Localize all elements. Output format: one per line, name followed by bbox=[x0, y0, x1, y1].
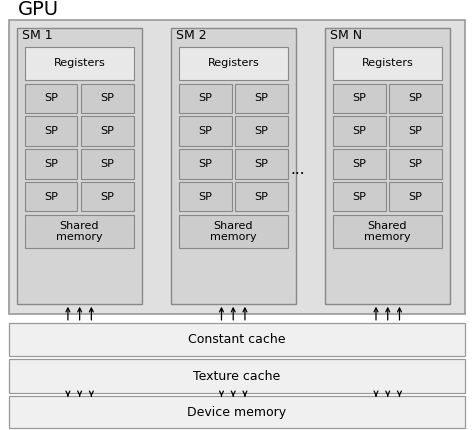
Bar bbox=[25, 149, 78, 178]
Text: SP: SP bbox=[255, 159, 268, 169]
Bar bbox=[179, 182, 231, 211]
Bar bbox=[179, 116, 231, 146]
Text: Device memory: Device memory bbox=[187, 405, 287, 419]
Bar bbox=[171, 28, 296, 304]
Bar bbox=[333, 83, 386, 113]
Text: Registers: Registers bbox=[54, 58, 105, 68]
Text: Registers: Registers bbox=[362, 58, 413, 68]
Bar bbox=[9, 323, 465, 356]
Text: SP: SP bbox=[255, 126, 268, 136]
Bar bbox=[333, 149, 386, 178]
Text: SP: SP bbox=[409, 192, 422, 202]
Bar bbox=[25, 83, 78, 113]
Bar bbox=[82, 149, 134, 178]
Bar bbox=[82, 182, 134, 211]
Text: SP: SP bbox=[45, 126, 58, 136]
Bar bbox=[325, 28, 450, 304]
Text: SP: SP bbox=[255, 192, 268, 202]
Text: SP: SP bbox=[409, 93, 422, 103]
Bar bbox=[25, 116, 78, 146]
Text: SP: SP bbox=[353, 126, 366, 136]
Text: SP: SP bbox=[100, 159, 114, 169]
Bar bbox=[9, 20, 465, 314]
Text: Constant cache: Constant cache bbox=[188, 333, 286, 346]
Text: SP: SP bbox=[45, 93, 58, 103]
Text: SP: SP bbox=[409, 126, 422, 136]
Text: SP: SP bbox=[100, 192, 114, 202]
Bar bbox=[179, 46, 288, 80]
Text: SM 1: SM 1 bbox=[22, 30, 53, 43]
Bar bbox=[235, 182, 288, 211]
Bar bbox=[25, 182, 78, 211]
Text: SP: SP bbox=[45, 159, 58, 169]
Bar bbox=[179, 215, 288, 249]
Bar bbox=[390, 83, 442, 113]
Text: Shared
memory: Shared memory bbox=[210, 221, 257, 243]
Bar bbox=[333, 46, 442, 80]
Bar bbox=[390, 149, 442, 178]
Text: Shared
memory: Shared memory bbox=[56, 221, 103, 243]
Bar bbox=[9, 396, 465, 428]
Bar bbox=[333, 182, 386, 211]
Bar bbox=[82, 83, 134, 113]
Bar bbox=[25, 215, 134, 249]
Bar bbox=[333, 116, 386, 146]
Text: SP: SP bbox=[100, 126, 114, 136]
Text: SP: SP bbox=[199, 192, 212, 202]
Text: Registers: Registers bbox=[208, 58, 259, 68]
Bar bbox=[17, 28, 142, 304]
Bar bbox=[179, 83, 231, 113]
Text: Shared
memory: Shared memory bbox=[364, 221, 411, 243]
Text: Texture cache: Texture cache bbox=[193, 370, 281, 383]
Text: SP: SP bbox=[45, 192, 58, 202]
Text: SP: SP bbox=[100, 93, 114, 103]
Bar bbox=[9, 359, 465, 393]
Text: SP: SP bbox=[199, 93, 212, 103]
Text: SP: SP bbox=[255, 93, 268, 103]
Text: SP: SP bbox=[353, 192, 366, 202]
Bar bbox=[390, 182, 442, 211]
Bar bbox=[82, 116, 134, 146]
Text: SP: SP bbox=[199, 126, 212, 136]
Text: ...: ... bbox=[291, 162, 305, 177]
Text: SP: SP bbox=[353, 93, 366, 103]
Bar bbox=[235, 83, 288, 113]
Text: SM 2: SM 2 bbox=[176, 30, 207, 43]
Text: SP: SP bbox=[353, 159, 366, 169]
Text: SP: SP bbox=[199, 159, 212, 169]
Text: GPU: GPU bbox=[18, 0, 59, 19]
Text: SP: SP bbox=[409, 159, 422, 169]
Text: SM N: SM N bbox=[330, 30, 363, 43]
Bar bbox=[390, 116, 442, 146]
Bar bbox=[179, 149, 231, 178]
Bar bbox=[333, 215, 442, 249]
Bar bbox=[25, 46, 134, 80]
Bar bbox=[235, 116, 288, 146]
Bar bbox=[235, 149, 288, 178]
